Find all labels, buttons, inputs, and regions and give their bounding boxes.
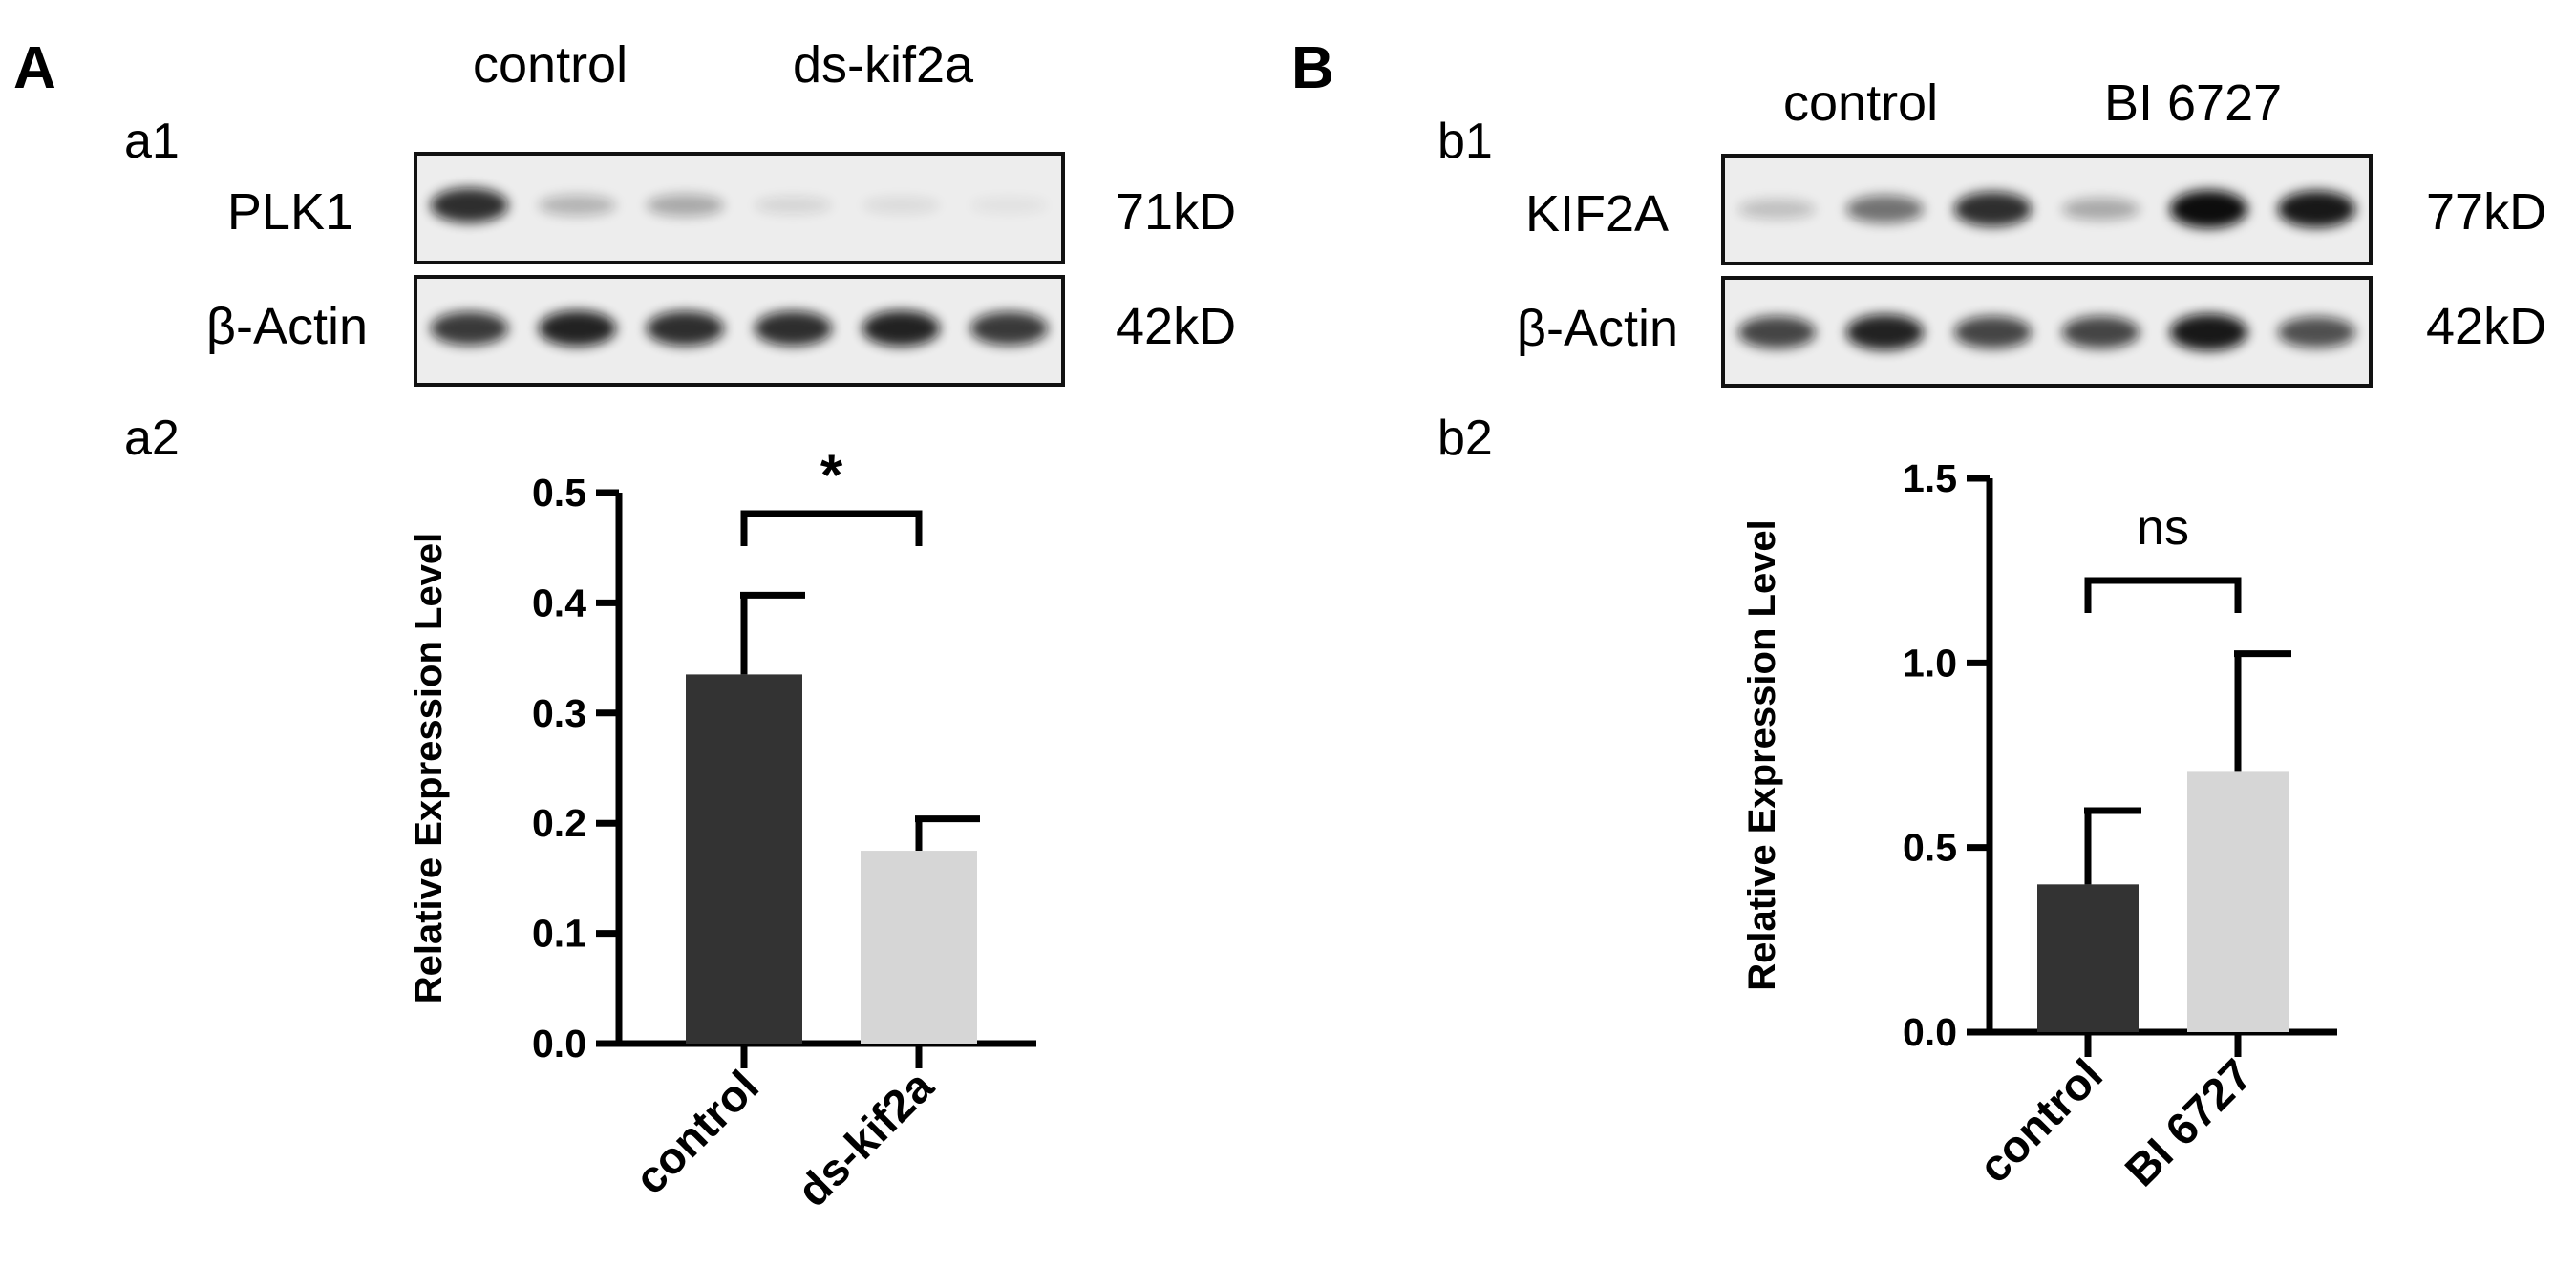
chart-a-y-tick-label-3: 0.3 xyxy=(532,691,586,735)
panel-a: A a1 control ds-kif2a PLK1 71kD β-Actin … xyxy=(13,35,1236,1216)
blot-a-actin-band-3 xyxy=(646,310,725,347)
blot-a-actin-band-1 xyxy=(430,311,509,346)
blot-a-plk1-band-6 xyxy=(969,197,1049,214)
blot-b-kif2a-band-3 xyxy=(1953,191,2033,227)
blot-a-actin-membrane xyxy=(414,275,1065,387)
chart-b-y-tick-label-0: 0.0 xyxy=(1903,1010,1957,1054)
blot-a-row-plk1-label: PLK1 xyxy=(227,183,353,241)
blot-b-group-treatment: BI 6727 xyxy=(2104,74,2282,132)
sublabel-b2: b2 xyxy=(1437,411,1493,466)
blot-a-plk1-band-4 xyxy=(754,196,833,215)
blot-b-kif2a-band-2 xyxy=(1845,195,1925,223)
blot-b-actin-bands xyxy=(1737,313,2356,351)
blot-a-actin-band-2 xyxy=(538,310,617,347)
blot-a-group-treatment: ds-kif2a xyxy=(793,36,974,94)
blot-a-plk1-band-3 xyxy=(646,194,725,217)
chart-a-y-axis-label: Relative Expression Level xyxy=(408,533,450,1004)
chart-a-y-tick-label-4: 0.4 xyxy=(532,581,586,624)
panel-letter-b: B xyxy=(1291,35,1334,101)
chart-a-category-label-1: ds-kif2a xyxy=(787,1060,944,1216)
chart-a-bar-ds-kif2a xyxy=(861,851,977,1044)
chart-a-category-label-0: control xyxy=(625,1061,768,1204)
blot-b-actin-band-1 xyxy=(1737,316,1817,348)
blot-a-actin-band-5 xyxy=(862,310,941,347)
chart-b-category-label-0: control xyxy=(1969,1049,2112,1193)
blot-b-row-kif2a-label: KIF2A xyxy=(1525,185,1669,243)
blot-b-kif2a-membrane xyxy=(1721,154,2373,265)
panel-letter-a: A xyxy=(13,35,56,101)
blot-a-plk1-band-1 xyxy=(430,187,509,223)
blot-b-actin-band-4 xyxy=(2061,316,2140,348)
blot-a-plk1-bands xyxy=(430,187,1049,223)
chart-b-y-axis-label: Relative Expression Level xyxy=(1741,519,1783,991)
blot-b-actin-band-3 xyxy=(1953,316,2033,348)
chart-a: 0.0 0.1 0.2 0.3 0.4 0.5 Relative Expression Le… xyxy=(408,443,1036,1216)
chart-b-significance-bracket xyxy=(2084,577,2242,613)
blot-a-actin-band-4 xyxy=(754,310,833,347)
chart-a-bar-control xyxy=(686,674,802,1044)
sublabel-b1: b1 xyxy=(1437,114,1493,169)
chart-b-y-tick-label-3: 1.5 xyxy=(1903,456,1957,500)
blot-b-kif2a-band-1 xyxy=(1737,199,1817,220)
blot-b-actin-membrane xyxy=(1721,276,2373,388)
blot-b-actin-band-6 xyxy=(2277,316,2356,348)
chart-b: 0.0 0.5 1.0 1.5 Relative Expression Level con… xyxy=(1741,456,2337,1195)
blot-b-kif2a-band-5 xyxy=(2169,190,2248,228)
sublabel-a1: a1 xyxy=(124,114,180,169)
chart-b-category-label-1: BI 6727 xyxy=(2115,1049,2262,1196)
blot-b-row-actin-size: 42kD xyxy=(2426,298,2546,355)
blot-b-row-kif2a-size: 77kD xyxy=(2426,183,2546,241)
blot-a-plk1-band-2 xyxy=(538,195,617,216)
panel-b: B b1 control BI 6727 KIF2A 77kD β-Actin … xyxy=(1291,35,2546,1195)
chart-b-significance-label: ns xyxy=(2137,500,2189,556)
blot-b-kif2a-band-4 xyxy=(2061,198,2140,221)
chart-b-bar-control xyxy=(2037,884,2139,1032)
blot-a-actin-bands xyxy=(430,310,1049,347)
chart-b-bar-BI 6727 xyxy=(2187,771,2289,1032)
chart-a-y-tick-label-0: 0.0 xyxy=(532,1022,586,1066)
chart-a-y-tick-label-2: 0.2 xyxy=(532,801,586,845)
chart-a-y-tick-label-5: 0.5 xyxy=(532,471,586,515)
blot-a-plk1-band-5 xyxy=(862,197,941,214)
blot-a-group-control: control xyxy=(473,36,628,94)
chart-b-y-tick-label-2: 1.0 xyxy=(1903,641,1957,685)
chart-a-significance-label: * xyxy=(820,443,843,507)
sublabel-a2: a2 xyxy=(124,411,180,466)
blot-a-actin-band-6 xyxy=(969,311,1049,346)
blot-b-kif2a-bands xyxy=(1737,190,2356,228)
blot-a-row-actin-label: β-Actin xyxy=(206,298,368,355)
chart-a-significance-bracket xyxy=(740,510,923,546)
blot-b-actin-band-2 xyxy=(1845,314,1925,350)
blot-a-row-plk1-size: 71kD xyxy=(1116,183,1236,241)
blot-b-kif2a-band-6 xyxy=(2277,190,2356,228)
chart-a-y-tick-label-1: 0.1 xyxy=(532,912,586,956)
blot-a-row-actin-size: 42kD xyxy=(1116,298,1236,355)
chart-b-y-tick-label-1: 0.5 xyxy=(1903,826,1957,870)
blot-a-plk1-membrane xyxy=(414,152,1065,264)
blot-b-actin-band-5 xyxy=(2169,313,2248,351)
blot-b-row-actin-label: β-Actin xyxy=(1517,300,1678,357)
blot-b-group-control: control xyxy=(1783,74,1938,132)
